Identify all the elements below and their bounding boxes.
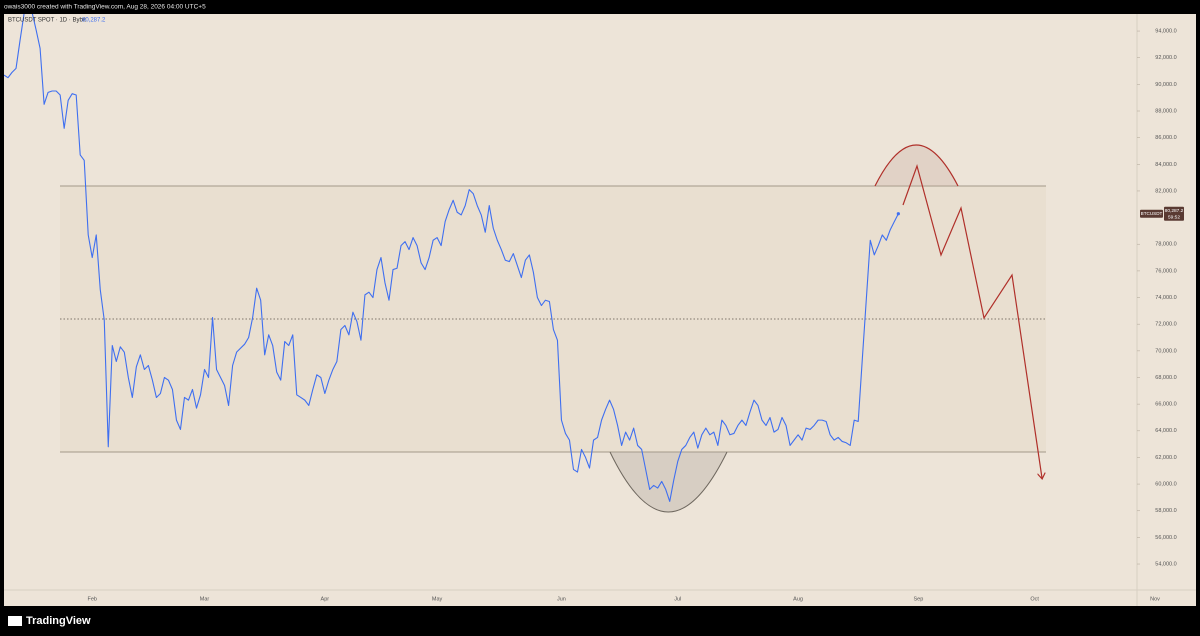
price-label-symbol-box: [1140, 209, 1163, 218]
top-arc: [874, 144, 959, 187]
y-tick-label: 62,000.0: [1155, 455, 1176, 461]
y-tick-label: 54,000.0: [1155, 561, 1176, 567]
x-tick-label: Sep: [913, 596, 923, 602]
price-line: [4, 14, 899, 502]
x-tick-label: Aug: [793, 596, 803, 602]
price-label-box: [1164, 206, 1184, 221]
footer-brand: TradingView: [26, 615, 91, 627]
y-tick-label: 84,000.0: [1155, 162, 1176, 168]
bottom-arc: [609, 451, 728, 513]
drawings: [60, 144, 1046, 513]
price-label-symbol: BTCUSDT: [1141, 211, 1163, 216]
x-tick-label: May: [432, 596, 443, 602]
y-tick-label: 94,000.0: [1155, 29, 1176, 35]
y-tick-label: 66,000.0: [1155, 402, 1176, 408]
price-label-value: 80,287.2: [1165, 208, 1184, 214]
price-label-countdown: 59:52: [1168, 215, 1180, 221]
y-tick-label: 56,000.0: [1155, 535, 1176, 541]
y-tick-label: 92,000.0: [1155, 55, 1176, 61]
header-credit: owais3000 created with TradingView.com, …: [4, 4, 206, 11]
y-tick-label: 58,000.0: [1155, 508, 1176, 514]
projection-path: [902, 163, 1042, 478]
x-tick-label: Jul: [674, 596, 681, 602]
y-tick-label: 76,000.0: [1155, 268, 1176, 274]
x-tick-label: Nov: [1150, 596, 1160, 602]
y-tick-label: 72,000.0: [1155, 322, 1176, 328]
y-tick-label: 68,000.0: [1155, 375, 1176, 381]
y-tick-label: 60,000.0: [1155, 482, 1176, 488]
y-tick-label: 86,000.0: [1155, 135, 1176, 141]
x-tick-label: Oct: [1030, 596, 1039, 602]
y-tick-label: 90,000.0: [1155, 82, 1176, 88]
x-tick-label: Jun: [557, 596, 566, 602]
y-tick-label: 78,000.0: [1155, 242, 1176, 248]
plot-area: [4, 14, 900, 502]
axes: 94,000.0 92,000.0 90,000.0 88,000.0 86,000.0…: [87, 29, 1184, 602]
legend-symbol: BTCUSDT SPOT · 1D · Bybit: [8, 18, 86, 24]
x-tick-label: Mar: [200, 596, 210, 602]
y-tick-label: 74,000.0: [1155, 295, 1176, 301]
y-tick-label: 64,000.0: [1155, 428, 1176, 434]
x-tick-label: Apr: [321, 596, 330, 602]
last-price-dot: [896, 212, 900, 216]
range-box: [60, 186, 1046, 452]
x-tick-label: Feb: [87, 596, 96, 602]
legend-last-price: 80,287.2: [82, 18, 106, 24]
footer-logo: [8, 616, 22, 626]
y-tick-label: 88,000.0: [1155, 108, 1176, 114]
y-tick-label: 70,000.0: [1155, 348, 1176, 354]
y-tick-label: 82,000.0: [1155, 188, 1176, 194]
